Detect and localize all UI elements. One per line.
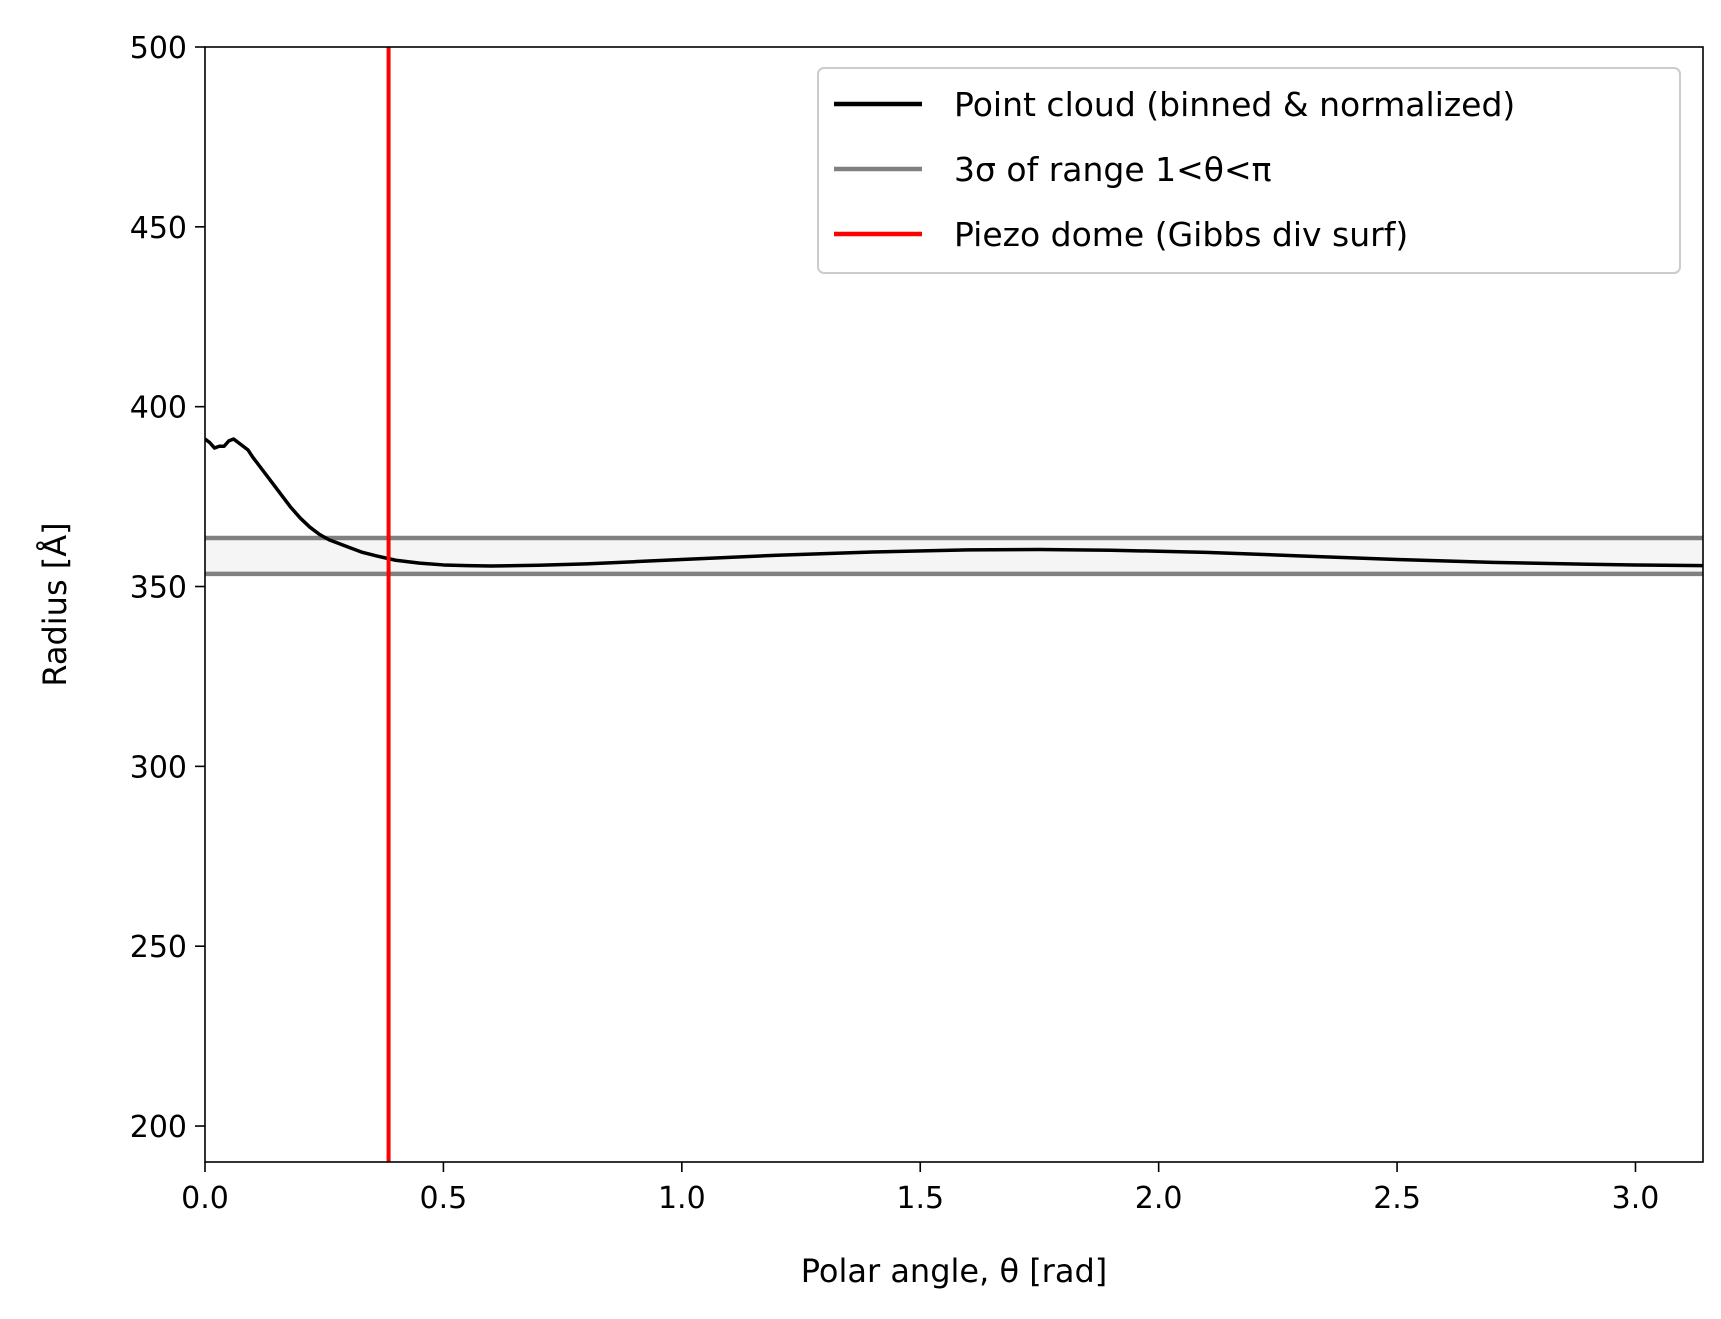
sigma-band-fill bbox=[205, 537, 1703, 574]
legend: Point cloud (binned & normalized) 3σ of r… bbox=[817, 67, 1681, 274]
y-tick-label: 350 bbox=[130, 571, 187, 606]
y-tick-label: 400 bbox=[130, 391, 187, 426]
legend-entry: 3σ of range 1<θ<π bbox=[954, 150, 1272, 189]
x-tick-label: 0.0 bbox=[181, 1181, 229, 1216]
point-cloud-line bbox=[205, 437, 1703, 568]
y-tick-label: 200 bbox=[130, 1110, 187, 1145]
x-axis: 0.0 0.5 1.0 1.5 2.0 2.5 3.0 bbox=[181, 1162, 1659, 1216]
x-axis-label: Polar angle, θ [rad] bbox=[801, 1252, 1107, 1290]
x-tick-label: 0.5 bbox=[420, 1181, 468, 1216]
legend-box bbox=[817, 67, 1681, 274]
y-tick-label: 250 bbox=[130, 930, 187, 965]
x-tick-label: 3.0 bbox=[1612, 1181, 1660, 1216]
y-axis-label: Radius [Å] bbox=[36, 522, 74, 686]
y-axis: 200 250 300 350 400 450 500 bbox=[130, 31, 205, 1145]
legend-entry: Piezo dome (Gibbs div surf) bbox=[954, 215, 1408, 254]
x-tick-label: 1.0 bbox=[658, 1181, 706, 1216]
plot-area bbox=[205, 47, 1703, 1162]
y-tick-label: 450 bbox=[130, 211, 187, 246]
y-tick-label: 500 bbox=[130, 31, 187, 66]
y-tick-label: 300 bbox=[130, 750, 187, 785]
legend-entry: Point cloud (binned & normalized) bbox=[954, 85, 1515, 124]
plot-frame bbox=[204, 46, 1704, 1163]
x-tick-label: 2.0 bbox=[1135, 1181, 1183, 1216]
x-tick-label: 1.5 bbox=[896, 1181, 944, 1216]
x-tick-label: 2.5 bbox=[1373, 1181, 1421, 1216]
